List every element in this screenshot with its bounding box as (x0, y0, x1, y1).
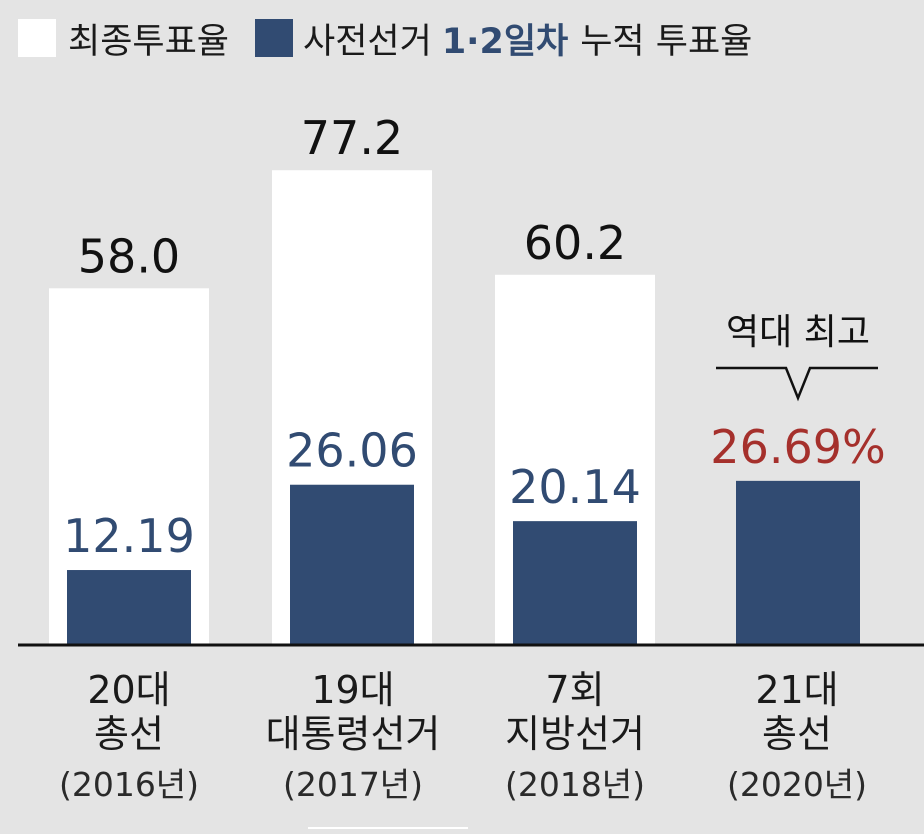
early-value-label-2: 20.14 (509, 460, 641, 514)
bottom-divider (308, 827, 468, 829)
early-value-label-0: 12.19 (63, 509, 195, 563)
legend: 최종투표율 사전선거 1·2일차 누적 투표율 (18, 8, 752, 68)
legend-label-final: 최종투표율 (68, 21, 230, 62)
early-value-label-3: 26.69% (710, 420, 885, 474)
legend-swatch-final (18, 19, 56, 57)
x-label-3-line3: (2020년) (726, 765, 868, 804)
x-label-0-line3: (2016년) (58, 765, 200, 804)
legend-label-early-prefix: 사전선거 (303, 21, 432, 62)
early-bars (67, 480, 860, 645)
legend-label-early-suffix: 누적 투표율 (580, 21, 753, 62)
annotation-bracket (716, 366, 878, 402)
x-label-3: 21대 총선 (2020년) (682, 668, 912, 814)
final-value-label-1: 77.2 (301, 111, 403, 165)
final-value-label-0: 58.0 (78, 229, 180, 283)
x-label-1-line2: 대통령선거 (265, 712, 441, 756)
early-bar-3 (736, 480, 860, 645)
x-axis-labels: 20대 총선 (2016년) 19대 대통령선거 (2017년) 7회 지방선거… (0, 650, 924, 834)
x-label-3-line2: 총선 (762, 712, 832, 756)
early-bar-0 (67, 570, 191, 645)
value-labels: 58.0 12.19 77.2 26.06 60.2 20.14 26.69% (63, 111, 886, 563)
record-annotation: 역대 최고 (716, 312, 878, 402)
x-label-0-line2: 총선 (94, 712, 164, 756)
final-value-label-2: 60.2 (524, 216, 626, 270)
x-label-2-line2: 지방선거 (505, 712, 645, 756)
early-bar-1 (290, 484, 414, 645)
annotation-text: 역대 최고 (726, 312, 870, 353)
legend-swatch-early (255, 19, 294, 57)
x-label-1: 19대 대통령선거 (2017년) (238, 668, 468, 814)
legend-label-early-highlight: 1·2일차 (441, 21, 569, 62)
x-label-2-line3: (2018년) (504, 765, 646, 804)
x-label-0-line1: 20대 (87, 668, 171, 712)
x-label-2-line1: 7회 (545, 668, 605, 712)
x-label-1-line3: (2017년) (282, 765, 424, 804)
x-label-2: 7회 지방선거 (2018년) (460, 668, 690, 814)
early-bar-2 (513, 521, 637, 645)
x-label-0: 20대 총선 (2016년) (14, 668, 244, 814)
x-label-1-line1: 19대 (311, 668, 395, 712)
early-value-label-1: 26.06 (286, 424, 418, 478)
x-label-3-line1: 21대 (755, 668, 839, 712)
